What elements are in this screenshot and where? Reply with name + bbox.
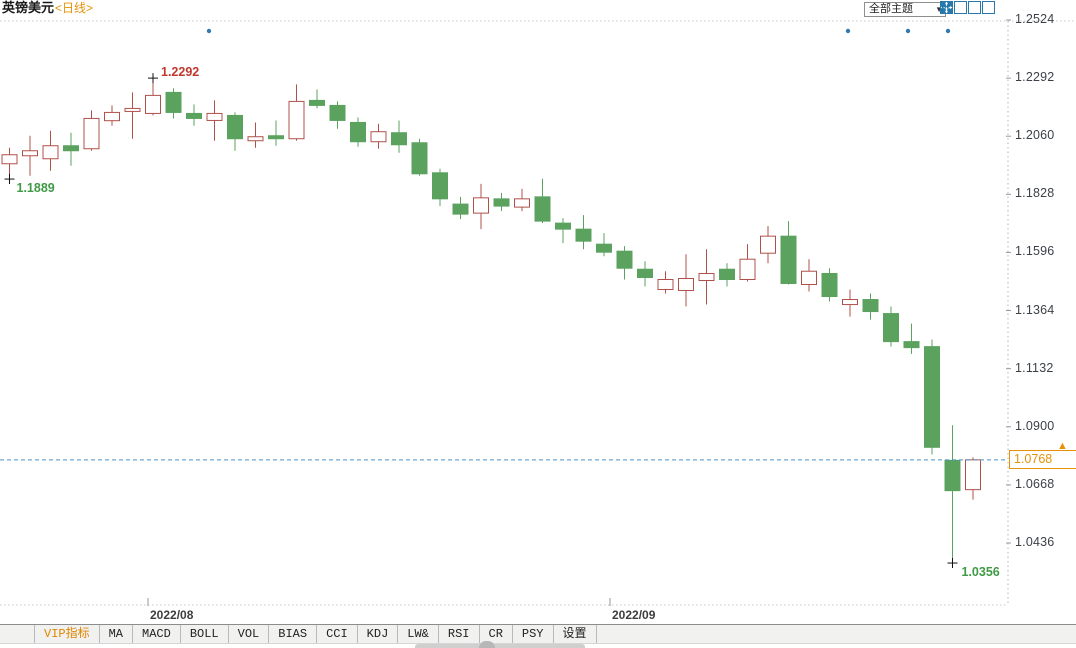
candle <box>637 261 653 287</box>
x-axis-label: 2022/08 <box>150 608 194 622</box>
indicator-tab-bias[interactable]: BIAS <box>269 625 318 643</box>
candle <box>42 130 59 171</box>
y-axis-label: 1.0436 <box>1015 535 1055 549</box>
indicator-tab-ma[interactable]: MA <box>100 625 134 643</box>
candle <box>288 84 305 141</box>
candle <box>780 221 797 285</box>
candle <box>903 323 920 354</box>
period-label: <日线> <box>55 1 94 15</box>
candle <box>493 192 510 212</box>
candle <box>329 101 346 129</box>
candle <box>350 117 366 147</box>
candle <box>452 196 469 220</box>
candle <box>678 254 694 307</box>
candle <box>1 147 18 180</box>
event-dot[interactable] <box>945 28 951 34</box>
indicator-tab-vip[interactable]: VIP指标 <box>35 625 100 643</box>
tab-bar-fill <box>597 625 1076 643</box>
symbol-title: 英镑美元 <box>2 0 55 15</box>
candle <box>596 233 612 257</box>
candle <box>719 263 735 287</box>
candle <box>842 289 858 317</box>
candle <box>104 105 120 126</box>
candle <box>760 226 776 264</box>
indicator-tab-cjk12[interactable]: 设置 <box>554 625 597 643</box>
chevron-down-icon: ▼ <box>935 3 943 16</box>
candle <box>227 112 243 151</box>
candle <box>801 259 817 292</box>
candle <box>698 249 715 305</box>
candle <box>63 132 79 166</box>
candle <box>555 218 571 244</box>
candle <box>944 425 961 564</box>
candle <box>370 123 387 149</box>
price-alert-arrow-icon: ▲ <box>1057 439 1068 452</box>
move-right-icon[interactable] <box>942 1 995 14</box>
y-axis-label: 1.1364 <box>1015 302 1055 317</box>
y-axis-label: 1.1828 <box>1015 186 1055 201</box>
candle <box>739 244 756 282</box>
candle <box>534 178 551 224</box>
indicator-tab-macd[interactable]: MACD <box>133 625 181 643</box>
candle <box>862 293 879 320</box>
candle <box>206 100 223 141</box>
current-price-box: 1.0768 <box>1009 449 1076 469</box>
indicator-tab-bar: VIP指标 MA MACD BOLL VOL BIAS CCI KDJ LW& RSI CR PSY 设… <box>0 624 1076 644</box>
candle <box>473 183 489 230</box>
candle <box>514 188 530 212</box>
candle <box>268 120 284 146</box>
candle <box>821 268 838 302</box>
y-axis-label: 1.2292 <box>1015 70 1055 85</box>
candle <box>432 168 448 207</box>
event-dot[interactable] <box>206 28 212 34</box>
zoom-in-icon[interactable] <box>941 1 981 14</box>
indicator-tab-boll[interactable]: BOLL <box>181 625 229 643</box>
candle <box>247 122 264 148</box>
indicator-tab-cci[interactable]: CCI <box>317 625 358 643</box>
indicator-tab-lw[interactable]: LW& <box>398 625 439 643</box>
y-axis-label: 1.0668 <box>1015 476 1055 491</box>
candle <box>965 457 981 500</box>
x-axis-label: 2022/09 <box>612 608 656 622</box>
bottom-scrollbar-knob[interactable] <box>479 641 495 648</box>
extreme-price-label: 1.0356 <box>962 565 1000 579</box>
candle <box>657 271 674 294</box>
bottom-scrollbar-handle[interactable] <box>415 644 585 648</box>
y-axis-label: 1.2524 <box>1015 12 1055 26</box>
candle <box>411 138 428 176</box>
y-axis-label: 1.1596 <box>1015 244 1055 259</box>
candle <box>391 120 407 153</box>
candle <box>309 89 325 109</box>
extreme-price-label: 1.2292 <box>161 65 199 79</box>
candle <box>145 78 161 116</box>
candle <box>616 246 633 280</box>
indicator-tab-kdj[interactable]: KDJ <box>358 625 399 643</box>
extreme-price-label: 1.1889 <box>17 181 55 195</box>
y-axis-label: 1.1132 <box>1015 360 1054 375</box>
candle <box>924 339 940 455</box>
zoom-out-icon[interactable] <box>941 1 967 14</box>
y-axis-label: 1.0900 <box>1015 418 1055 433</box>
event-dot[interactable] <box>845 28 851 34</box>
indicator-tab-vol[interactable]: VOL <box>229 625 270 643</box>
event-dot[interactable] <box>905 28 911 34</box>
candle <box>165 88 182 119</box>
candle <box>883 306 899 347</box>
candle <box>83 110 100 151</box>
y-axis-label: 1.2060 <box>1015 128 1055 143</box>
chart-toolbar <box>940 1 995 14</box>
candle <box>22 135 38 176</box>
indicator-tab-rsi[interactable]: RSI <box>439 625 480 643</box>
theme-select-label: 全部主题 <box>869 3 913 15</box>
candle <box>575 215 592 250</box>
candle <box>124 92 141 139</box>
tab-bar-spacer <box>0 625 35 643</box>
indicator-tab-psy[interactable]: PSY <box>513 625 554 643</box>
theme-select[interactable]: 全部主题 ▼ <box>864 2 946 17</box>
indicator-tab-cr[interactable]: CR <box>480 625 513 643</box>
candle <box>186 104 202 126</box>
chart-header: 英镑美元<日线> <box>2 0 93 16</box>
